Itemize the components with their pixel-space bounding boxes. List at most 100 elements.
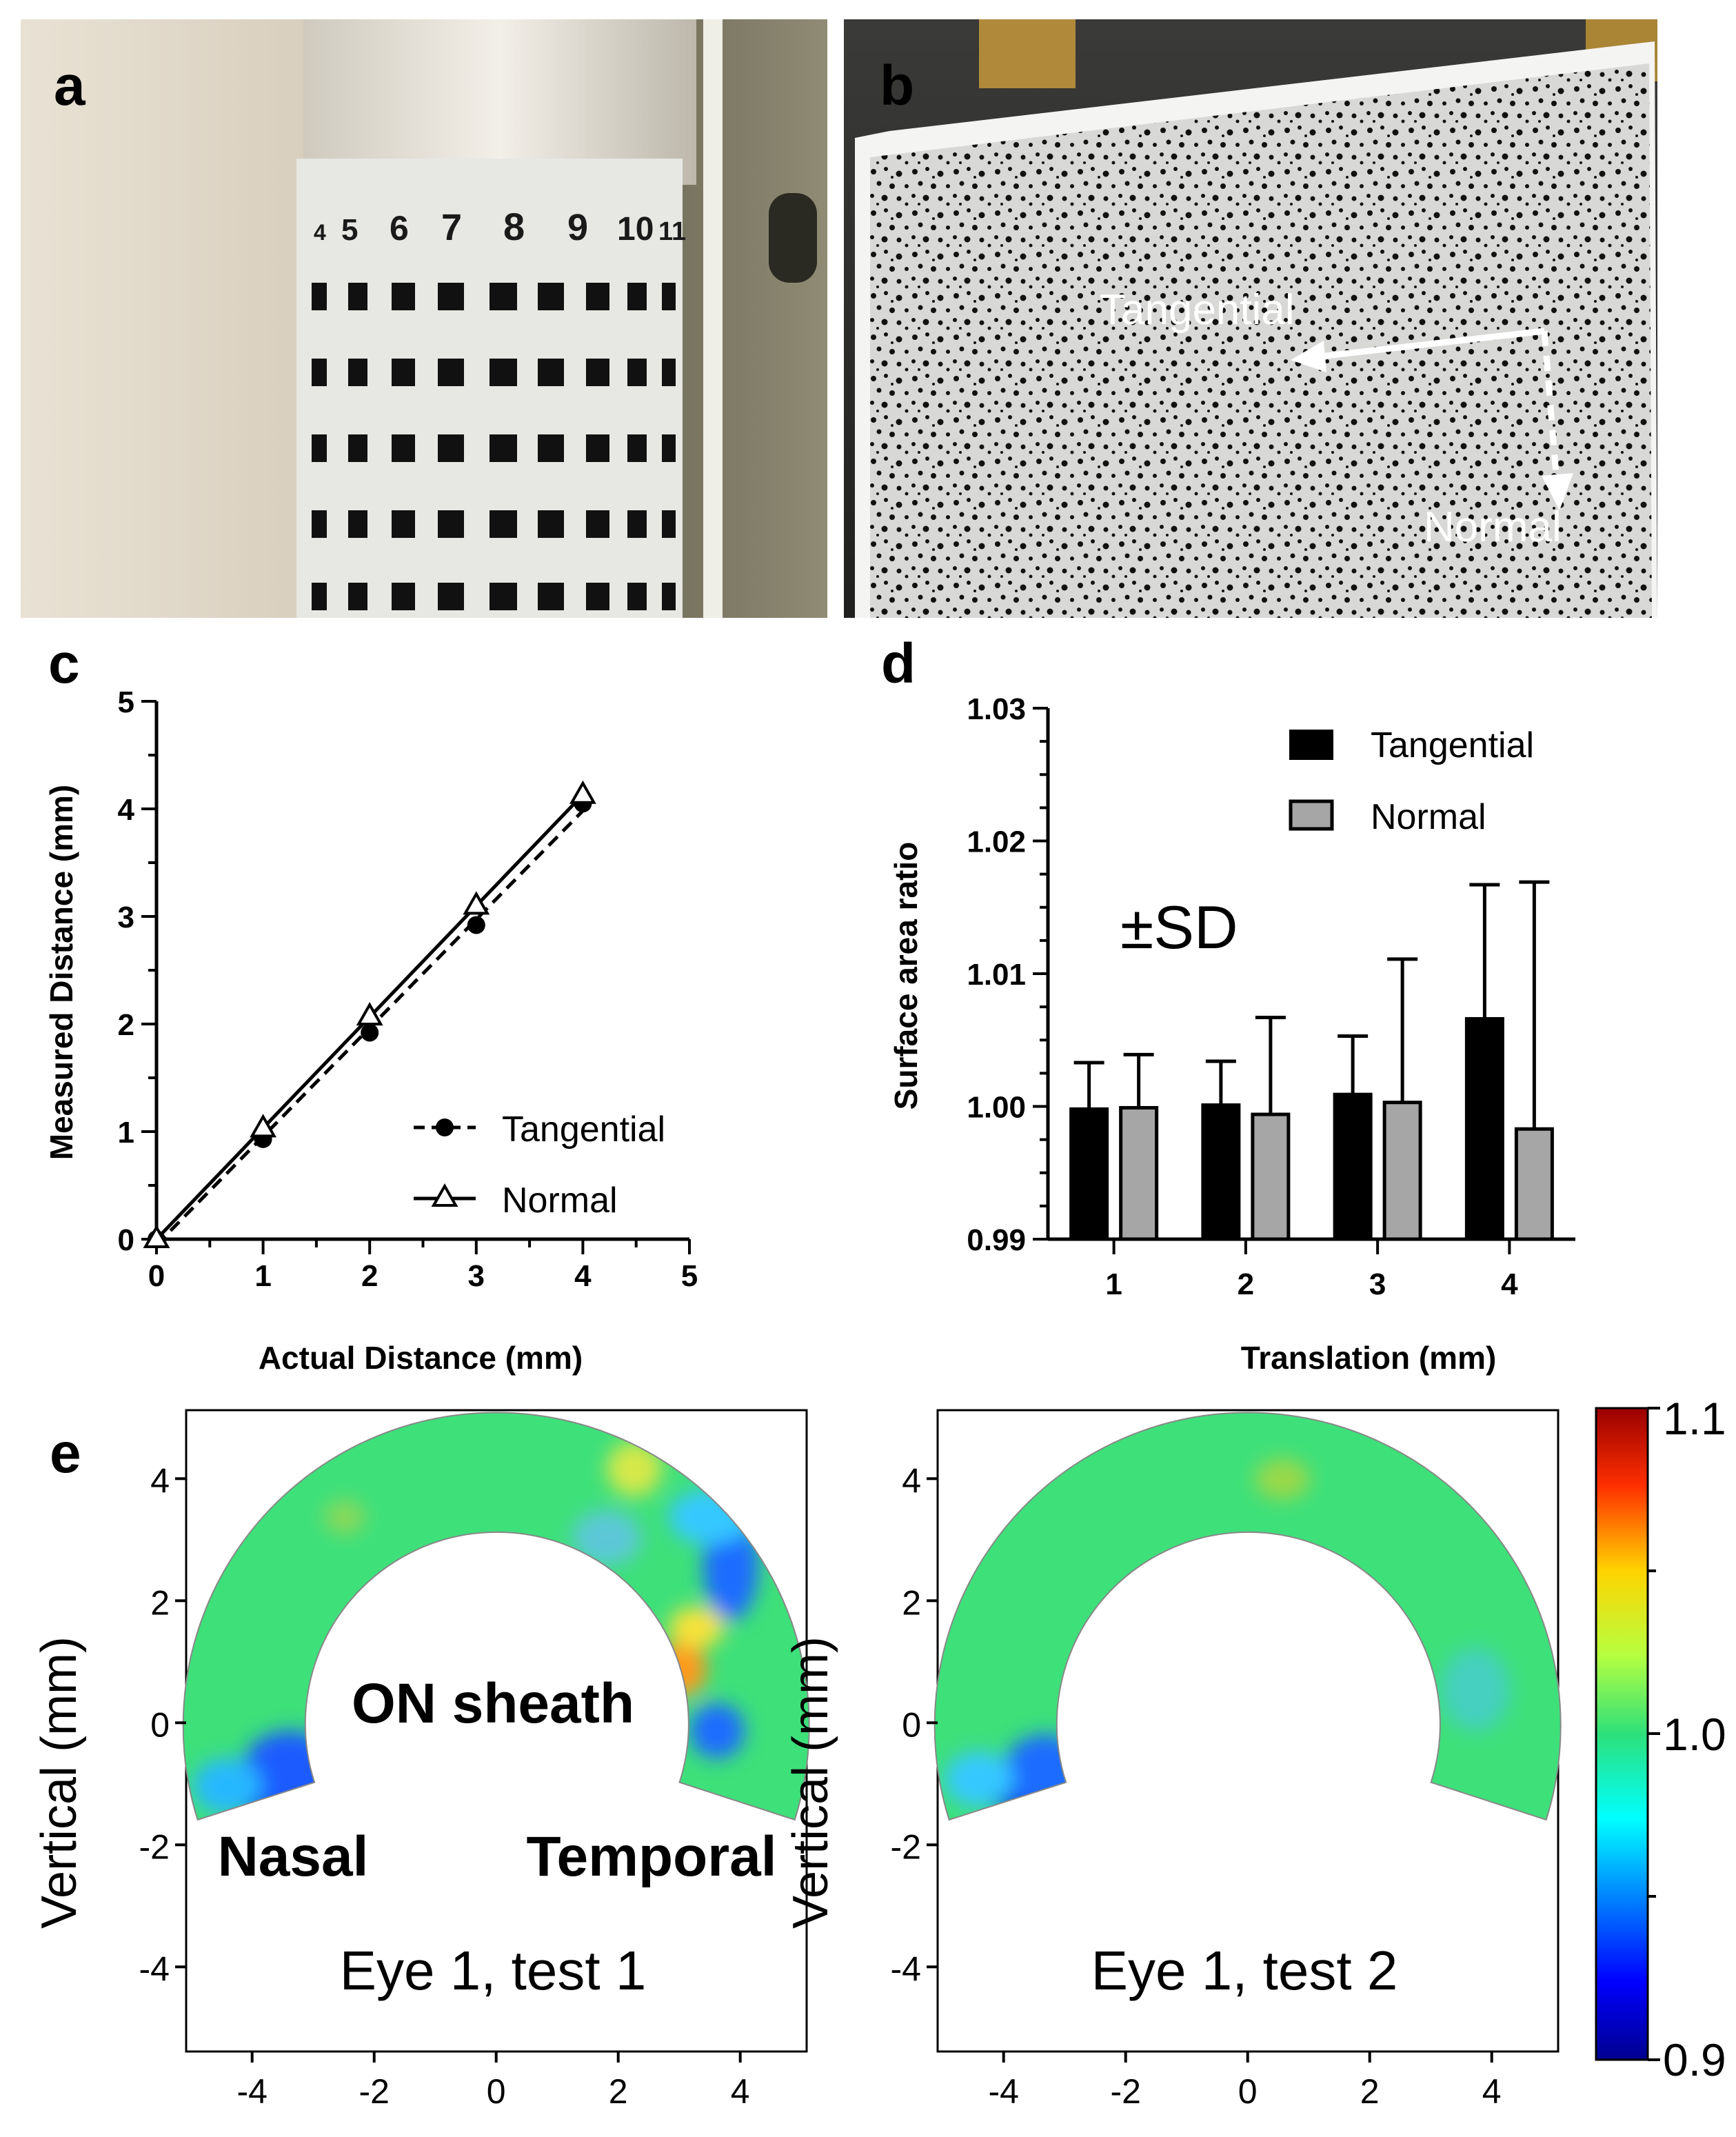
- chart-d-x-tick-label: 1: [1105, 1267, 1122, 1301]
- chart-c-y-tick-label: 3: [118, 901, 134, 934]
- grid-square: [538, 434, 564, 462]
- map-right: Eye 1, test 2 Vertical (mm) 4 2 0 -2 -4 -4 -2 0…: [783, 1409, 1562, 2111]
- grid-column-label: 4: [314, 220, 326, 245]
- chart-c: c 0 1 2 3 4 5 0 1 2 3 4 5 Actual Distance (mm) Meas…: [43, 632, 698, 1376]
- map-y-tick-label: -2: [139, 1827, 170, 1866]
- map-right-outline: [933, 1412, 1562, 1821]
- series-tangential-bar: [1464, 1016, 1504, 1241]
- grid-square: [392, 510, 415, 538]
- chart-c-y-tick-label: 4: [118, 793, 135, 827]
- map-y-tick-label: -2: [891, 1827, 921, 1866]
- chart-c-plot: 0 1 2 3 4 5 0 1 2 3 4 5: [118, 685, 698, 1293]
- grid-square: [312, 583, 327, 610]
- panel-letter-d: d: [881, 632, 916, 695]
- grid-square: [438, 583, 464, 610]
- grid-square: [489, 583, 517, 610]
- on-sheath-label: ON sheath: [352, 1672, 634, 1735]
- grid-square: [538, 583, 564, 610]
- chart-c-legend: Tangential Normal: [414, 1110, 665, 1221]
- map-y-tick-label: 2: [150, 1583, 170, 1622]
- grid-column-label: 10: [617, 211, 654, 248]
- chart-d-plot: 0.99 1.00 1.01 1.02 1.03 1 2 3 4: [967, 692, 1575, 1301]
- photo-a-clamp: [769, 193, 817, 283]
- photo-b-screw-1: [979, 19, 1076, 88]
- grid-square: [392, 359, 415, 386]
- chart-d-y-tick-label: 1.03: [967, 692, 1026, 726]
- grid-column-label: 7: [441, 207, 462, 248]
- map-x-tick-label: -4: [236, 2072, 267, 2111]
- grid-square: [438, 434, 464, 462]
- panel-letter-c: c: [48, 632, 80, 695]
- colorbar-gradient: [1595, 1407, 1649, 2061]
- grid-square: [489, 359, 517, 386]
- series-normal-point: [463, 891, 490, 915]
- series-tangential-point: [467, 916, 485, 934]
- map-right-axes: 4 2 0 -2 -4 -4 -2 0 2 4: [891, 1461, 1502, 2111]
- colorbar-max-label: 1.1: [1663, 1393, 1726, 1444]
- chart-c-x-tick-label: 5: [681, 1259, 698, 1293]
- map-left-ylabel: Vertical (mm): [32, 1636, 87, 1929]
- legend-normal-label: Normal: [502, 1181, 618, 1221]
- photo-a-post: [703, 19, 723, 618]
- map-left-axes: 4 2 0 -2 -4 -4 -2 0 2 4: [139, 1461, 750, 2111]
- grid-square: [438, 359, 464, 386]
- chart-d-y-tick-label: 1.01: [967, 958, 1026, 992]
- chart-c-x-tick-label: 0: [148, 1259, 165, 1293]
- grid-square: [662, 434, 676, 462]
- chart-d-y-tick-label: 1.02: [967, 825, 1026, 859]
- grid-square: [312, 359, 327, 386]
- grid-square: [627, 510, 647, 538]
- chart-d-ylabel: Surface area ratio: [888, 842, 924, 1110]
- series-tangential-bar: [1069, 1107, 1109, 1241]
- series-tangential-point: [361, 1023, 379, 1042]
- panel-letter-a: a: [54, 54, 86, 117]
- grid-square: [392, 434, 415, 462]
- grid-square: [662, 510, 676, 538]
- chart-d-sd-annotation: ±SD: [1120, 893, 1238, 961]
- chart-c-ylabel: Measured Distance (mm): [43, 785, 79, 1161]
- series-tangential-bar: [1201, 1103, 1241, 1241]
- grid-square: [586, 283, 609, 310]
- grid-square: [627, 583, 647, 610]
- map-y-tick-label: 0: [902, 1705, 921, 1744]
- grid-square: [489, 510, 517, 538]
- series-normal-point: [143, 1224, 170, 1248]
- tangential-arrow: [1291, 328, 1545, 372]
- temporal-label: Temporal: [527, 1825, 777, 1888]
- chart-c-y-tick-label: 0: [118, 1223, 134, 1257]
- series-normal-point: [356, 1002, 383, 1026]
- grid-square: [438, 510, 464, 538]
- tangential-arrow-label: Tangential: [1100, 286, 1295, 334]
- chart-c-y-tick-label: 5: [118, 685, 134, 719]
- map-x-tick-label: -2: [359, 2072, 389, 2111]
- grid-square: [662, 583, 676, 610]
- series-tangential-bar: [1333, 1092, 1373, 1241]
- photo-a-rod: [303, 19, 696, 185]
- grid-square: [489, 283, 517, 310]
- chart-d-y-tick-label: 0.99: [967, 1223, 1026, 1257]
- legend-tangential-label: Tangential: [502, 1110, 665, 1150]
- normal-arrow-label: Normal: [1424, 503, 1562, 551]
- photo-a-grid-squares: [312, 283, 676, 610]
- chart-d: d 0.99 1.00 1.01 1.02 1.03 1 2 3 4 Translation (…: [881, 632, 1575, 1376]
- panel-letter-b: b: [880, 54, 914, 117]
- photo-a-grid-labels: 4 5 6 7 8 9 10 11: [314, 205, 686, 248]
- series-normal-bar: [1382, 1101, 1422, 1241]
- grid-square: [348, 510, 367, 538]
- grid-column-label: 5: [341, 213, 358, 247]
- legend-tangential-marker: [436, 1118, 454, 1136]
- grid-square: [586, 359, 609, 386]
- grid-square: [348, 359, 367, 386]
- grid-square: [662, 283, 676, 310]
- map-x-tick-label: 4: [1482, 2072, 1502, 2111]
- map-x-tick-label: 2: [609, 2072, 628, 2111]
- chart-c-x-tick-label: 4: [574, 1259, 592, 1293]
- map-y-tick-label: 0: [150, 1705, 170, 1744]
- grid-square: [489, 434, 517, 462]
- panel-b-photo: Tangential Normal b: [844, 19, 1657, 618]
- grid-square: [627, 359, 647, 386]
- grid-square: [312, 283, 327, 310]
- map-x-tick-label: -2: [1110, 2072, 1140, 2111]
- photo-b-speckle-surface: [870, 63, 1652, 618]
- map-left-caption: Eye 1, test 1: [340, 1940, 647, 2001]
